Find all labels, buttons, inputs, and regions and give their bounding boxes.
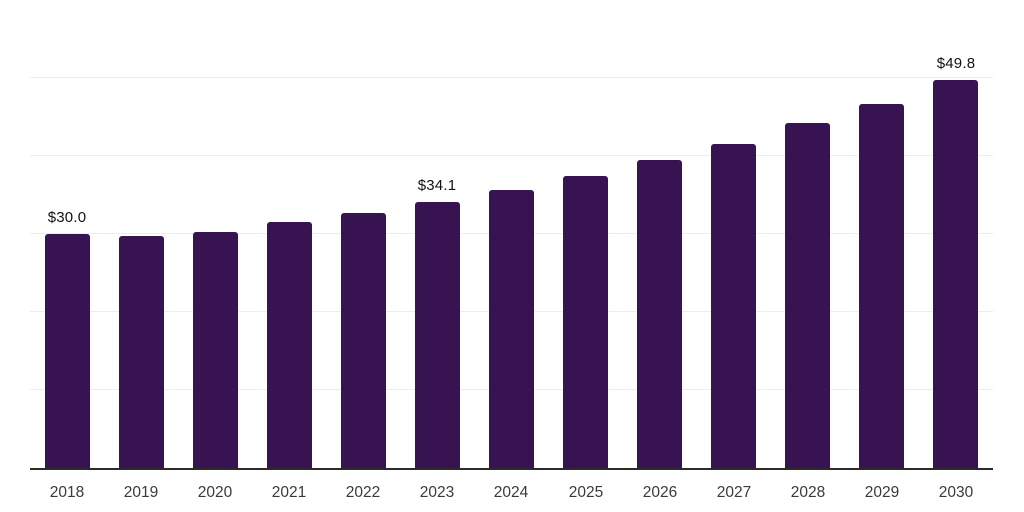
chart-bar-2020 [193,232,238,468]
x-axis-ticks: 2018 2019 2020 2021 2022 2023 2024 2025 2026 2027… [30,484,993,504]
x-tick-label: 2025 [568,484,604,501]
chart-bar-2026 [637,160,682,468]
chart-bar-2025 [563,176,608,468]
x-tick-label: 2023 [419,484,455,501]
x-tick-label: 2019 [123,484,159,501]
chart-bar-2019 [119,236,164,468]
plot-area: $30.0 $34.1 $49.8 [30,0,993,470]
chart-bar-2029 [859,104,904,468]
x-tick-label: 2022 [345,484,381,501]
x-tick-label: 2030 [938,484,974,501]
x-tick-label: 2027 [716,484,752,501]
x-tick-label: 2028 [790,484,826,501]
x-tick-label: 2026 [642,484,678,501]
gridline [30,155,993,156]
chart-bar-2028 [785,123,830,468]
bar-value-label: $49.8 [936,55,976,72]
chart-bar-2027 [711,144,756,468]
chart-bar-2030 [933,80,978,468]
x-tick-label: 2018 [49,484,85,501]
chart-bar-2022 [341,213,386,468]
gridline [30,77,993,78]
x-tick-label: 2029 [864,484,900,501]
x-tick-label: 2024 [493,484,529,501]
bar-value-label: $30.0 [47,209,87,226]
chart-bar-2024 [489,190,534,468]
chart-bar-2021 [267,222,312,468]
bar-value-label: $34.1 [417,177,457,194]
chart-bar-2023 [415,202,460,468]
x-tick-label: 2021 [271,484,307,501]
chart-bar-2018 [45,234,90,468]
x-tick-label: 2020 [197,484,233,501]
